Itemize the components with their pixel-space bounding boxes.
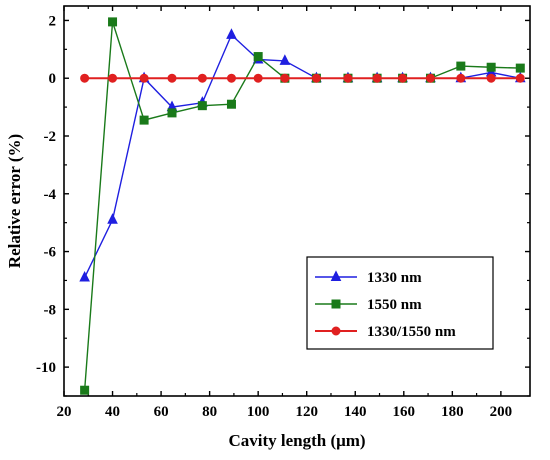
data-point <box>139 115 149 125</box>
data-point <box>226 73 236 83</box>
y-tick-label: 2 <box>49 13 57 29</box>
data-point <box>280 73 290 83</box>
x-tick-label: 60 <box>154 404 169 420</box>
data-point <box>167 73 177 83</box>
y-tick-label: -4 <box>44 187 57 203</box>
legend-entry: 1330/1550 nm <box>315 324 456 340</box>
y-tick-label: 0 <box>49 71 57 87</box>
series-line <box>83 33 521 278</box>
data-point <box>226 99 236 109</box>
legend-marker <box>330 270 342 281</box>
data-point <box>486 73 496 83</box>
x-tick-label: 40 <box>105 404 120 420</box>
data-point <box>372 73 382 83</box>
data-point <box>79 270 90 282</box>
y-tick-label: -8 <box>44 302 57 318</box>
data-point <box>108 73 118 83</box>
data-point <box>311 73 321 83</box>
x-tick-label: 180 <box>441 404 464 420</box>
data-point <box>343 73 353 83</box>
y-tick-label: -10 <box>36 360 56 376</box>
data-point <box>398 73 408 83</box>
x-axis-title: Cavity length (μm) <box>228 431 365 450</box>
x-tick-label: 80 <box>202 404 217 420</box>
data-point <box>197 101 207 111</box>
plot-frame <box>63 5 531 397</box>
x-tick-label: 20 <box>57 404 72 420</box>
legend-label: 1330/1550 nm <box>367 324 456 340</box>
data-point <box>515 73 525 83</box>
data-point <box>456 61 466 71</box>
data-point <box>486 62 496 72</box>
legend-marker <box>331 299 341 309</box>
data-point <box>80 73 90 83</box>
data-point <box>279 54 291 65</box>
data-point <box>456 73 466 83</box>
legend-label: 1330 nm <box>367 270 422 286</box>
legend-label: 1550 nm <box>367 297 422 313</box>
x-tick-label: 200 <box>490 404 513 420</box>
data-point <box>226 28 237 39</box>
x-tick-label: 140 <box>344 404 367 420</box>
legend: 1330 nm 1550 nm 1330/1550 nm <box>306 256 494 350</box>
y-tick-label: -6 <box>44 245 57 261</box>
data-point <box>139 73 149 83</box>
data-point <box>108 17 118 27</box>
legend-entry: 1550 nm <box>315 297 422 313</box>
legend-entry: 1330 nm <box>315 270 422 286</box>
data-point <box>80 385 90 395</box>
y-tick-label: -2 <box>44 129 57 145</box>
series-2 <box>80 73 525 83</box>
x-tick-label: 100 <box>247 404 270 420</box>
data-point <box>197 73 207 83</box>
data-point <box>425 73 435 83</box>
data-point <box>167 108 177 118</box>
data-point <box>253 73 263 83</box>
data-point <box>107 213 118 224</box>
series-layer <box>79 17 526 395</box>
x-tick-label: 120 <box>295 404 318 420</box>
data-point <box>515 63 525 73</box>
data-point <box>253 52 263 62</box>
legend-marker <box>331 326 341 336</box>
x-tick-label: 160 <box>393 404 416 420</box>
y-axis-title: Relative error (%) <box>5 134 24 268</box>
